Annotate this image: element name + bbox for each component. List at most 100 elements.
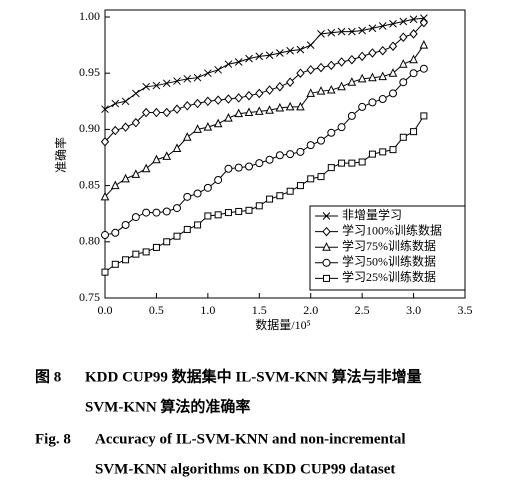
marker <box>285 101 295 111</box>
marker <box>286 187 294 195</box>
marker <box>389 89 397 98</box>
marker <box>317 173 325 181</box>
marker <box>286 46 294 55</box>
marker <box>389 146 397 154</box>
marker <box>409 69 418 78</box>
y-tick-label: 0.90 <box>79 121 100 135</box>
marker <box>419 17 429 28</box>
marker <box>338 159 346 167</box>
caption-cn-label: 图 8 <box>35 368 61 385</box>
marker <box>368 98 377 107</box>
marker <box>234 58 243 66</box>
marker <box>357 51 367 62</box>
marker <box>254 106 264 115</box>
marker <box>337 27 346 36</box>
marker <box>399 17 408 26</box>
marker <box>235 207 243 215</box>
marker <box>100 137 110 147</box>
marker <box>388 41 398 51</box>
marker <box>317 136 325 145</box>
marker <box>306 41 315 49</box>
marker <box>265 155 274 164</box>
marker <box>132 250 140 258</box>
marker <box>306 65 315 75</box>
marker <box>141 107 151 118</box>
marker <box>399 78 408 87</box>
marker <box>276 49 284 57</box>
caption-en-label: Fig. 8 <box>35 431 71 447</box>
marker <box>348 27 356 36</box>
marker <box>244 107 254 117</box>
marker <box>327 128 336 137</box>
marker <box>409 54 418 64</box>
marker <box>378 95 387 104</box>
marker <box>193 189 202 198</box>
legend-label: 非增量学习 <box>342 207 402 222</box>
marker <box>121 122 130 132</box>
caption-en-line: SVM-KNN algorithms on KDD CUP99 dataset <box>95 461 395 477</box>
marker <box>142 248 150 256</box>
marker <box>245 162 253 171</box>
legend-marker <box>322 242 331 251</box>
marker <box>296 147 305 156</box>
marker <box>337 57 346 67</box>
marker <box>152 208 161 217</box>
marker <box>122 256 130 264</box>
legend-label: 学习100%训练数据 <box>342 222 442 237</box>
marker <box>379 148 387 156</box>
marker <box>306 88 316 97</box>
y-tick-label: 1.00 <box>79 9 100 23</box>
y-axis-label: 准确率 <box>53 137 68 173</box>
marker <box>111 228 120 237</box>
x-tick-label: 3.0 <box>406 303 421 317</box>
marker <box>275 102 285 112</box>
marker <box>419 39 429 49</box>
marker <box>368 24 377 33</box>
legend-label: 学习50%训练数据 <box>342 254 436 269</box>
marker <box>275 151 284 160</box>
legend-marker <box>322 212 331 220</box>
marker <box>358 26 366 35</box>
marker <box>347 54 357 65</box>
marker <box>163 238 171 246</box>
marker <box>152 154 161 164</box>
marker <box>409 29 418 39</box>
marker <box>194 221 202 229</box>
caption-en-line: Accuracy of IL-SVM-KNN and non-increment… <box>95 431 406 447</box>
marker <box>420 112 428 120</box>
marker <box>419 64 428 73</box>
marker <box>204 69 212 78</box>
marker <box>285 77 295 87</box>
marker <box>121 97 130 106</box>
marker <box>183 74 192 83</box>
marker <box>224 60 233 69</box>
marker <box>142 208 151 217</box>
marker <box>141 163 151 173</box>
marker <box>111 260 119 268</box>
marker <box>276 192 284 200</box>
y-tick-label: 0.75 <box>79 290 100 304</box>
marker <box>110 180 120 190</box>
marker <box>111 99 120 108</box>
marker <box>327 164 335 172</box>
marker <box>152 107 161 118</box>
x-axis-label: 数据量/10⁵ <box>255 317 311 332</box>
marker <box>296 45 305 54</box>
marker <box>193 124 202 133</box>
marker <box>224 113 233 122</box>
marker <box>173 204 181 213</box>
x-tick-label: 0.0 <box>98 303 113 317</box>
marker <box>378 22 387 30</box>
marker <box>265 105 274 114</box>
marker <box>213 95 223 105</box>
marker <box>214 175 223 184</box>
marker <box>327 28 336 37</box>
marker <box>162 207 171 216</box>
y-tick-label: 0.95 <box>79 65 100 79</box>
marker <box>286 150 295 159</box>
marker <box>121 173 130 183</box>
marker <box>255 159 264 168</box>
marker <box>265 51 274 60</box>
x-tick-label: 2.0 <box>303 303 318 317</box>
plot-frame <box>104 9 466 299</box>
